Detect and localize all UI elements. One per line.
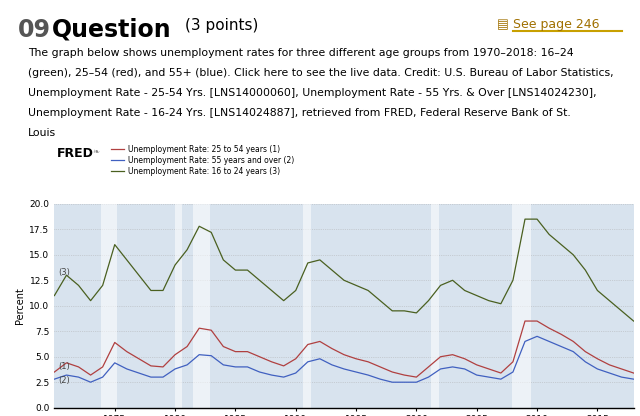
Text: ❧: ❧	[92, 147, 99, 156]
Text: (3 points): (3 points)	[185, 18, 259, 33]
Text: Unemployment Rate - 25-54 Yrs. [LNS14000060], Unemployment Rate - 55 Yrs. & Over: Unemployment Rate - 25-54 Yrs. [LNS14000…	[28, 88, 596, 98]
Bar	[431, 204, 439, 408]
Text: The graph below shows unemployment rates for three different age groups from 197: The graph below shows unemployment rates…	[28, 48, 573, 58]
Text: (1): (1)	[58, 362, 70, 371]
Text: Question: Question	[52, 18, 172, 42]
Text: (3): (3)	[58, 268, 70, 277]
Text: FRED: FRED	[58, 147, 94, 160]
Text: Louis: Louis	[28, 128, 56, 138]
Legend: Unemployment Rate: 25 to 54 years (1), Unemployment Rate: 55 years and over (2),: Unemployment Rate: 25 to 54 years (1), U…	[108, 142, 298, 179]
Bar	[193, 204, 210, 408]
Text: Unemployment Rate - 16-24 Yrs. [LNS14024887], retrieved from FRED, Federal Reser: Unemployment Rate - 16-24 Yrs. [LNS14024…	[28, 108, 571, 118]
Text: 09: 09	[18, 18, 51, 42]
Bar	[303, 204, 312, 408]
Text: ▤: ▤	[497, 18, 509, 31]
Y-axis label: Percent: Percent	[15, 287, 25, 324]
Text: (2): (2)	[58, 376, 70, 385]
Bar	[175, 204, 182, 408]
Text: (green), 25–54 (red), and 55+ (blue). Click here to see the live data. Credit: U: (green), 25–54 (red), and 55+ (blue). Cl…	[28, 68, 614, 78]
Text: See page 246: See page 246	[513, 18, 600, 31]
Bar	[512, 204, 531, 408]
Bar	[102, 204, 117, 408]
